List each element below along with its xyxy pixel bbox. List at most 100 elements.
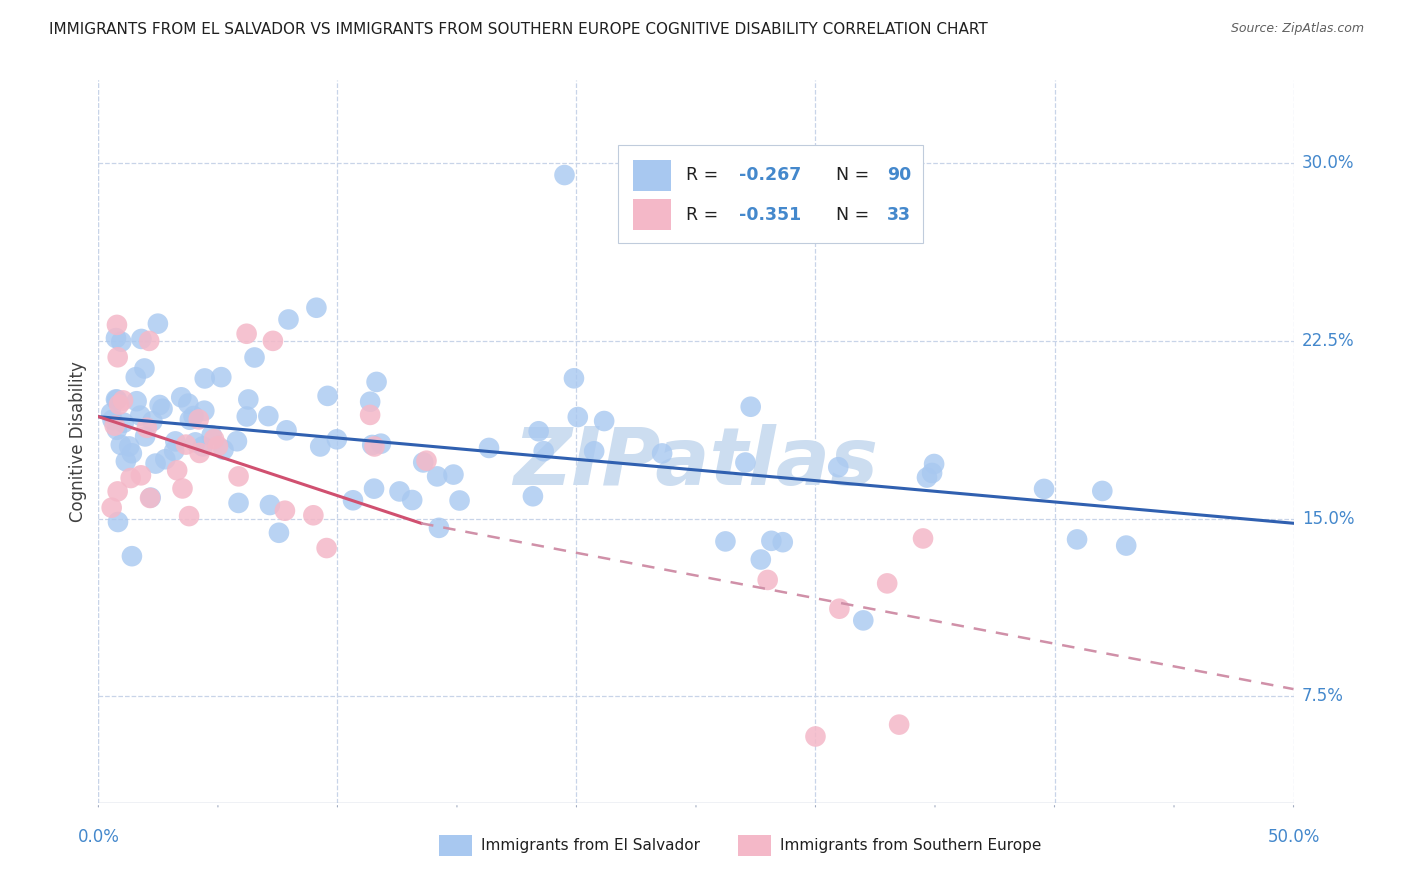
Point: [315, 541, 337, 555]
Point: [427, 521, 450, 535]
Point: [125, 394, 148, 409]
Point: [194, 371, 217, 385]
Point: [183, 409, 205, 423]
Point: [740, 400, 762, 414]
Point: [146, 317, 169, 331]
Point: [361, 438, 384, 452]
Point: [100, 500, 122, 515]
Point: [761, 533, 783, 548]
Bar: [619, 145, 924, 243]
Point: [274, 504, 297, 518]
Point: [107, 484, 129, 499]
Point: [316, 389, 339, 403]
Point: [112, 416, 135, 430]
Point: [101, 413, 124, 427]
Text: ZIPatlas: ZIPatlas: [513, 425, 879, 502]
Point: [163, 444, 186, 458]
Point: [108, 398, 131, 412]
Text: 90: 90: [887, 166, 911, 184]
Bar: [633, 161, 671, 191]
Point: [187, 412, 209, 426]
Point: [112, 393, 135, 408]
Point: [121, 446, 143, 460]
Point: [804, 730, 827, 744]
Point: [852, 614, 875, 628]
Point: [522, 489, 544, 503]
Point: [583, 444, 606, 458]
Text: Source: ZipAtlas.com: Source: ZipAtlas.com: [1230, 22, 1364, 36]
Point: [121, 549, 143, 564]
Text: Immigrants from Southern Europe: Immigrants from Southern Europe: [779, 838, 1040, 853]
Point: [120, 471, 142, 485]
Point: [359, 394, 381, 409]
Point: [193, 403, 215, 417]
Text: R =: R =: [686, 166, 724, 184]
Point: [110, 438, 132, 452]
Point: [107, 351, 129, 365]
Text: 0.0%: 0.0%: [77, 828, 120, 846]
Point: [191, 439, 214, 453]
Point: [1066, 533, 1088, 547]
Point: [184, 435, 207, 450]
Bar: [439, 835, 472, 855]
Point: [593, 414, 616, 428]
Point: [165, 434, 187, 449]
Point: [749, 552, 772, 566]
Text: -0.351: -0.351: [740, 206, 801, 225]
Point: [125, 370, 148, 384]
Point: [105, 423, 128, 437]
Point: [174, 437, 197, 451]
Point: [134, 429, 156, 443]
Point: [554, 168, 576, 182]
Point: [135, 421, 157, 435]
Point: [236, 409, 259, 424]
Point: [105, 392, 128, 407]
Point: [235, 326, 257, 341]
Point: [567, 410, 589, 425]
Point: [166, 463, 188, 477]
Point: [129, 409, 152, 423]
Point: [177, 509, 200, 524]
Point: [276, 423, 298, 437]
Point: [202, 432, 225, 446]
Point: [302, 508, 325, 523]
Text: 7.5%: 7.5%: [1302, 687, 1344, 706]
Point: [1033, 482, 1056, 496]
Point: [827, 460, 849, 475]
Point: [107, 515, 129, 529]
Point: [131, 332, 153, 346]
Point: [115, 454, 138, 468]
Point: [714, 534, 737, 549]
Text: -0.267: -0.267: [740, 166, 801, 184]
Point: [228, 469, 250, 483]
Point: [267, 525, 290, 540]
Point: [1091, 483, 1114, 498]
Point: [1115, 539, 1137, 553]
Point: [449, 493, 471, 508]
Point: [228, 496, 250, 510]
Point: [100, 406, 122, 420]
Point: [212, 442, 235, 457]
Point: [262, 334, 284, 348]
Point: [426, 469, 449, 483]
Point: [876, 576, 898, 591]
Point: [118, 439, 141, 453]
Point: [141, 414, 163, 428]
Point: [148, 398, 170, 412]
Point: [443, 467, 465, 482]
Point: [828, 601, 851, 615]
Text: Immigrants from El Salvador: Immigrants from El Salvador: [481, 838, 700, 853]
Point: [155, 452, 177, 467]
Text: 33: 33: [887, 206, 911, 225]
Point: [412, 455, 434, 469]
Point: [363, 440, 385, 454]
Point: [129, 468, 152, 483]
Text: 50.0%: 50.0%: [1267, 828, 1320, 846]
Text: 15.0%: 15.0%: [1302, 509, 1354, 527]
Text: N =: N =: [835, 166, 875, 184]
Point: [363, 482, 385, 496]
Text: R =: R =: [686, 206, 724, 225]
Text: IMMIGRANTS FROM EL SALVADOR VS IMMIGRANTS FROM SOUTHERN EUROPE COGNITIVE DISABIL: IMMIGRANTS FROM EL SALVADOR VS IMMIGRANT…: [49, 22, 988, 37]
Point: [922, 457, 945, 471]
Point: [388, 484, 411, 499]
